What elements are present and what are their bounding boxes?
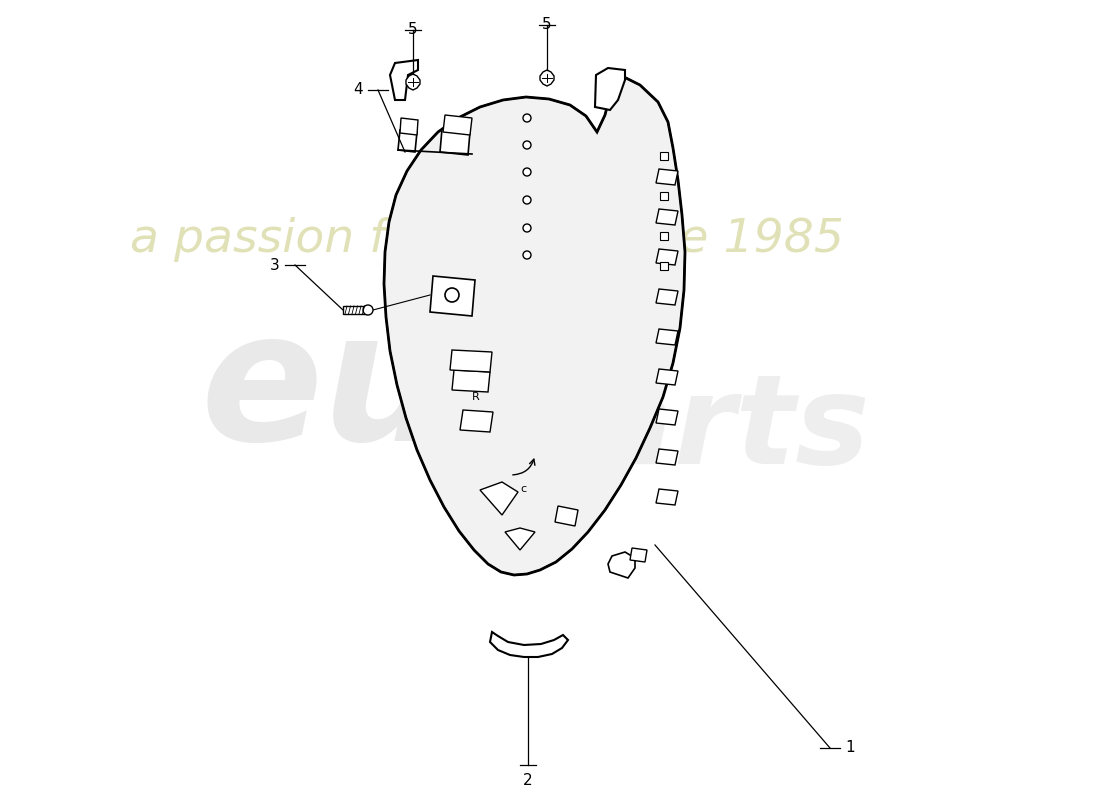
Polygon shape <box>595 68 625 110</box>
Polygon shape <box>398 130 417 152</box>
Polygon shape <box>656 169 678 185</box>
Circle shape <box>522 168 531 176</box>
Text: 3: 3 <box>271 258 281 273</box>
Circle shape <box>522 251 531 259</box>
Polygon shape <box>656 289 678 305</box>
Polygon shape <box>384 75 685 575</box>
Polygon shape <box>440 129 470 155</box>
Polygon shape <box>540 70 554 86</box>
Text: parts: parts <box>500 370 870 490</box>
Polygon shape <box>656 409 678 425</box>
Circle shape <box>522 224 531 232</box>
Bar <box>660 232 668 240</box>
Polygon shape <box>443 115 472 135</box>
Text: 5: 5 <box>408 22 418 37</box>
Circle shape <box>522 141 531 149</box>
Text: 1: 1 <box>845 741 855 755</box>
Polygon shape <box>656 489 678 505</box>
Polygon shape <box>608 552 635 578</box>
Polygon shape <box>390 60 418 100</box>
Text: R: R <box>472 392 480 402</box>
Polygon shape <box>656 329 678 345</box>
Polygon shape <box>656 249 678 265</box>
Polygon shape <box>630 548 647 562</box>
Polygon shape <box>406 74 420 90</box>
Polygon shape <box>490 632 568 657</box>
FancyBboxPatch shape <box>343 306 367 314</box>
Circle shape <box>363 305 373 315</box>
Bar <box>660 152 668 160</box>
Circle shape <box>446 288 459 302</box>
Polygon shape <box>480 482 518 515</box>
Text: euro: euro <box>200 302 664 478</box>
Polygon shape <box>656 209 678 225</box>
Polygon shape <box>505 528 535 550</box>
Polygon shape <box>430 276 475 316</box>
Circle shape <box>522 196 531 204</box>
Polygon shape <box>400 118 418 135</box>
Text: c: c <box>520 484 526 494</box>
Text: 4: 4 <box>353 82 363 98</box>
Bar <box>660 262 668 270</box>
Polygon shape <box>656 369 678 385</box>
Circle shape <box>522 114 531 122</box>
Polygon shape <box>452 370 490 392</box>
Bar <box>660 192 668 200</box>
Polygon shape <box>656 449 678 465</box>
Text: 5: 5 <box>542 17 552 32</box>
Polygon shape <box>556 506 578 526</box>
Polygon shape <box>450 350 492 372</box>
Text: 2: 2 <box>524 773 532 788</box>
Text: a passion for parts since 1985: a passion for parts since 1985 <box>130 218 844 262</box>
Polygon shape <box>460 410 493 432</box>
